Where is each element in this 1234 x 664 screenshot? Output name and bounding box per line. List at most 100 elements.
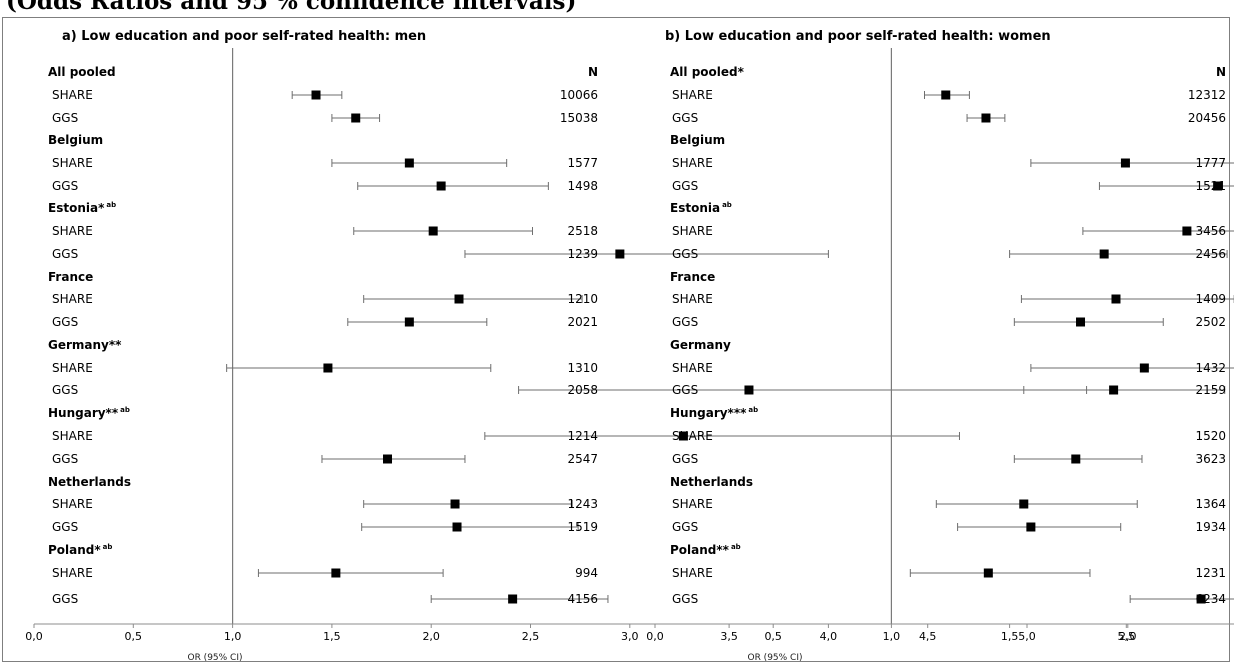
country-label: Estonia* ab xyxy=(48,201,116,215)
panel-title: b) Low education and poor self-rated hea… xyxy=(665,29,1051,44)
survey-label: GGS xyxy=(52,383,78,397)
sample-size-label: 2518 xyxy=(567,224,598,238)
sample-size-label: 1409 xyxy=(1195,292,1226,306)
country-label: Germany** xyxy=(48,338,122,352)
sample-size-label: 2159 xyxy=(1195,383,1226,397)
x-tick-label: 5,5 xyxy=(1118,630,1136,643)
odds-ratio-point xyxy=(1111,294,1121,304)
survey-label: GGS xyxy=(52,520,78,534)
sample-size-label: 1239 xyxy=(567,247,598,261)
country-label: Estonia ab xyxy=(670,201,732,215)
x-tick-label: 1,5 xyxy=(1001,630,1019,643)
x-tick-label: 1,0 xyxy=(883,630,901,643)
survey-label: GGS xyxy=(672,592,698,606)
sample-size-label: 1934 xyxy=(1195,520,1226,534)
odds-ratio-point xyxy=(1196,594,1206,604)
country-label-superscript: ab xyxy=(748,406,758,414)
sample-size-label: 15038 xyxy=(560,111,598,125)
sample-size-label: 1432 xyxy=(1195,361,1226,375)
odds-ratio-point xyxy=(1026,522,1036,532)
x-axis-label: OR (95% CI) xyxy=(747,653,802,663)
survey-label: SHARE xyxy=(52,224,93,238)
country-label: Hungary*** ab xyxy=(670,406,758,420)
country-label: Netherlands xyxy=(48,475,131,489)
survey-label: SHARE xyxy=(672,224,713,238)
country-label-superscript: ab xyxy=(106,201,116,209)
odds-ratio-point xyxy=(428,226,438,236)
survey-label: GGS xyxy=(672,247,698,261)
sample-size-label: 10066 xyxy=(560,88,598,102)
x-tick-label: 3,0 xyxy=(621,630,639,643)
x-tick-label: 0,5 xyxy=(125,630,143,643)
odds-ratio-point xyxy=(941,90,951,100)
survey-label: SHARE xyxy=(52,88,93,102)
survey-label: SHARE xyxy=(52,292,93,306)
odds-ratio-point xyxy=(1071,454,1081,464)
x-axis-label: OR (95% CI) xyxy=(187,653,242,663)
country-label: France xyxy=(48,270,93,284)
odds-ratio-point xyxy=(744,385,754,395)
survey-label: SHARE xyxy=(672,429,713,443)
survey-label: SHARE xyxy=(52,361,93,375)
survey-label: GGS xyxy=(672,315,698,329)
odds-ratio-point xyxy=(404,158,414,168)
odds-ratio-point xyxy=(450,499,460,509)
odds-ratio-point xyxy=(615,249,625,259)
country-label: Netherlands xyxy=(670,475,753,489)
sample-size-label: 1214 xyxy=(567,429,598,443)
sample-size-label: 1243 xyxy=(567,497,598,511)
survey-label: GGS xyxy=(52,179,78,193)
survey-label: GGS xyxy=(672,179,698,193)
survey-label: GGS xyxy=(672,520,698,534)
survey-label: SHARE xyxy=(672,566,713,580)
sample-size-label: 6234 xyxy=(1195,592,1226,606)
survey-label: GGS xyxy=(672,383,698,397)
country-label-superscript: ab xyxy=(722,201,732,209)
survey-label: SHARE xyxy=(672,292,713,306)
country-label: Poland** ab xyxy=(670,543,741,557)
sample-size-label: 2547 xyxy=(567,452,598,466)
country-label: All pooled xyxy=(48,65,116,79)
odds-ratio-point xyxy=(1182,226,1192,236)
sample-size-label: 3456 xyxy=(1195,224,1226,238)
x-tick-label: 3,5 xyxy=(720,630,738,643)
x-tick-label: 4,5 xyxy=(919,630,937,643)
sample-size-label: 1210 xyxy=(567,292,598,306)
odds-ratio-point xyxy=(983,568,993,578)
survey-label: GGS xyxy=(52,592,78,606)
odds-ratio-point xyxy=(678,431,688,441)
odds-ratio-point xyxy=(1213,181,1223,191)
odds-ratio-point xyxy=(1099,249,1109,259)
survey-label: SHARE xyxy=(52,429,93,443)
odds-ratio-point xyxy=(1019,499,1029,509)
survey-label: GGS xyxy=(52,247,78,261)
sample-size-label: 20456 xyxy=(1188,111,1226,125)
sample-size-label: 12312 xyxy=(1188,88,1226,102)
survey-label: SHARE xyxy=(52,566,93,580)
sample-size-label: 1364 xyxy=(1195,497,1226,511)
country-label: France xyxy=(670,270,715,284)
sample-size-label: 1520 xyxy=(1195,429,1226,443)
sample-size-label: 1231 xyxy=(1195,566,1226,580)
country-label: Poland* ab xyxy=(48,543,112,557)
odds-ratio-point xyxy=(1109,385,1119,395)
country-label: Belgium xyxy=(48,133,103,147)
survey-label: GGS xyxy=(52,111,78,125)
odds-ratio-point xyxy=(508,594,518,604)
odds-ratio-point xyxy=(311,90,321,100)
survey-label: GGS xyxy=(672,452,698,466)
x-tick-label: 1,0 xyxy=(224,630,242,643)
odds-ratio-point xyxy=(454,294,464,304)
odds-ratio-point xyxy=(383,454,393,464)
x-tick-label: 2,5 xyxy=(522,630,540,643)
odds-ratio-point xyxy=(331,568,341,578)
odds-ratio-point xyxy=(1076,317,1086,327)
sample-size-label: 2021 xyxy=(567,315,598,329)
sample-size-label: 2502 xyxy=(1195,315,1226,329)
x-tick-label: 4,0 xyxy=(820,630,838,643)
sample-size-label: 1498 xyxy=(567,179,598,193)
figure-frame xyxy=(2,17,1230,662)
sample-size-label: 2456 xyxy=(1195,247,1226,261)
n-column-header: N xyxy=(1216,65,1226,79)
